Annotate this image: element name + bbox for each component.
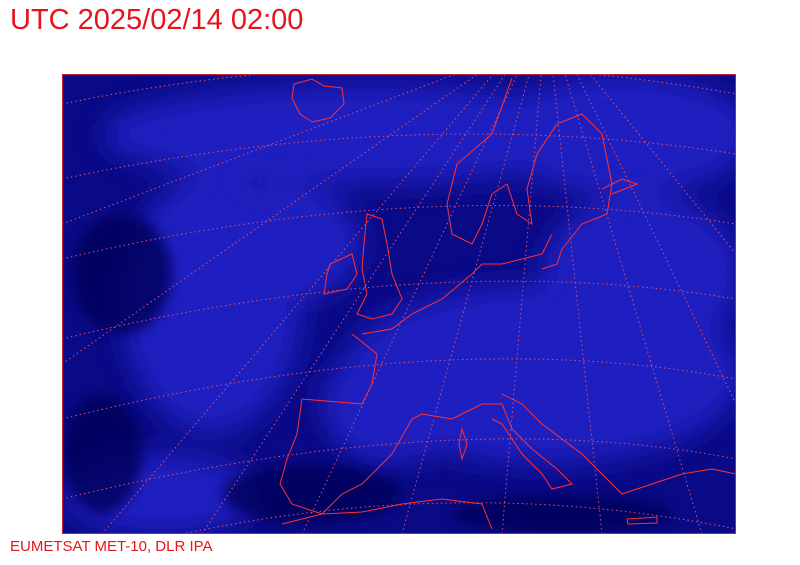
iceland [291, 78, 345, 123]
coastlines [279, 77, 736, 530]
continent-coast [361, 233, 553, 335]
dark-areas [62, 214, 672, 534]
data-source-credit: EUMETSAT MET-10, DLR IPA [10, 538, 213, 555]
timestamp-title: UTC 2025/02/14 02:00 [10, 4, 304, 36]
satellite-map [62, 74, 736, 534]
iberia [279, 333, 423, 515]
corsica [458, 427, 468, 461]
scandinavia [446, 77, 613, 270]
map-frame [62, 74, 736, 534]
italy-france [421, 403, 573, 490]
ireland [323, 253, 358, 295]
graticule [62, 74, 736, 534]
finland-coast [601, 178, 639, 195]
great-britain [356, 213, 403, 320]
africa [281, 498, 493, 530]
adriatic-balkans [501, 393, 736, 495]
crete [626, 516, 658, 525]
